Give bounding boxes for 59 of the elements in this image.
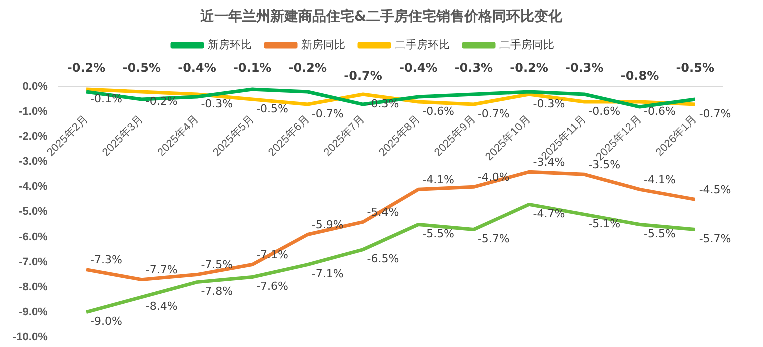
data-label: -0.5% <box>122 61 162 76</box>
data-label: -4.5% <box>699 184 732 197</box>
data-label: -0.4% <box>399 61 438 76</box>
data-label: -3.5% <box>588 158 621 172</box>
data-label: -0.7% <box>344 69 382 84</box>
y-tick-label: -4.0% <box>19 181 48 194</box>
data-label: -0.3% <box>533 97 566 110</box>
data-label: -0.6% <box>422 104 455 118</box>
data-label: -6.5% <box>367 252 400 266</box>
data-label: -7.6% <box>256 280 288 294</box>
data-label: -5.7% <box>699 232 732 246</box>
data-label: -0.7% <box>312 107 344 120</box>
y-tick-label: -5.0% <box>19 206 48 218</box>
y-tick-label: -2.0% <box>19 131 48 144</box>
legend-label: 二手房同比 <box>500 38 554 52</box>
data-label: -0.5% <box>676 61 714 76</box>
data-label: -7.5% <box>201 258 234 272</box>
y-tick-label: -10.0% <box>12 331 48 344</box>
data-label: -0.3% <box>454 61 494 76</box>
data-label: -0.3% <box>566 61 604 76</box>
data-label: -0.2% <box>288 61 328 76</box>
data-label: -5.5% <box>644 228 676 241</box>
y-tick-label: -9.0% <box>19 306 48 318</box>
data-label: -0.2% <box>510 61 548 76</box>
data-label: -0.7% <box>699 107 732 120</box>
data-label: -5.7% <box>478 232 510 246</box>
data-label: -5.9% <box>312 218 344 232</box>
legend-label: 新房环比 <box>208 38 252 52</box>
y-tick-label: -7.0% <box>19 256 48 268</box>
y-tick-label: 0.0% <box>22 81 48 94</box>
y-tick-label: -3.0% <box>19 156 48 168</box>
data-label: -9.0% <box>90 315 122 328</box>
y-tick-label: -6.0% <box>19 231 48 244</box>
data-label: -0.7% <box>478 107 510 120</box>
data-label: -0.5% <box>256 102 288 116</box>
y-tick-label: -8.0% <box>19 281 48 294</box>
data-label: -5.5% <box>422 228 455 241</box>
data-label: -0.3% <box>201 97 234 110</box>
data-label: -0.6% <box>588 104 621 118</box>
data-label: -4.7% <box>533 208 566 221</box>
data-label: -0.1% <box>90 92 122 106</box>
data-label: -7.1% <box>312 268 344 281</box>
legend-label: 二手房环比 <box>395 38 450 52</box>
data-label: -0.1% <box>233 61 272 76</box>
data-label: -4.1% <box>644 174 676 187</box>
data-label: -0.8% <box>620 69 660 84</box>
data-label: -7.8% <box>201 285 234 298</box>
data-label: -4.1% <box>422 174 455 187</box>
data-label: -7.7% <box>146 264 178 277</box>
chart-title: 近一年兰州新建商品住宅&二手房住宅销售价格同环比变化 <box>199 8 564 26</box>
legend-label: 新房同比 <box>302 38 346 52</box>
data-label: -0.6% <box>644 104 676 118</box>
y-tick-label: -1.0% <box>19 106 48 118</box>
data-label: -8.4% <box>146 300 178 314</box>
data-label: -0.4% <box>178 61 216 76</box>
data-label: -5.1% <box>588 218 621 231</box>
data-label: -0.2% <box>67 61 106 76</box>
data-label: -4.0% <box>478 171 510 184</box>
data-label: -7.3% <box>90 254 122 267</box>
